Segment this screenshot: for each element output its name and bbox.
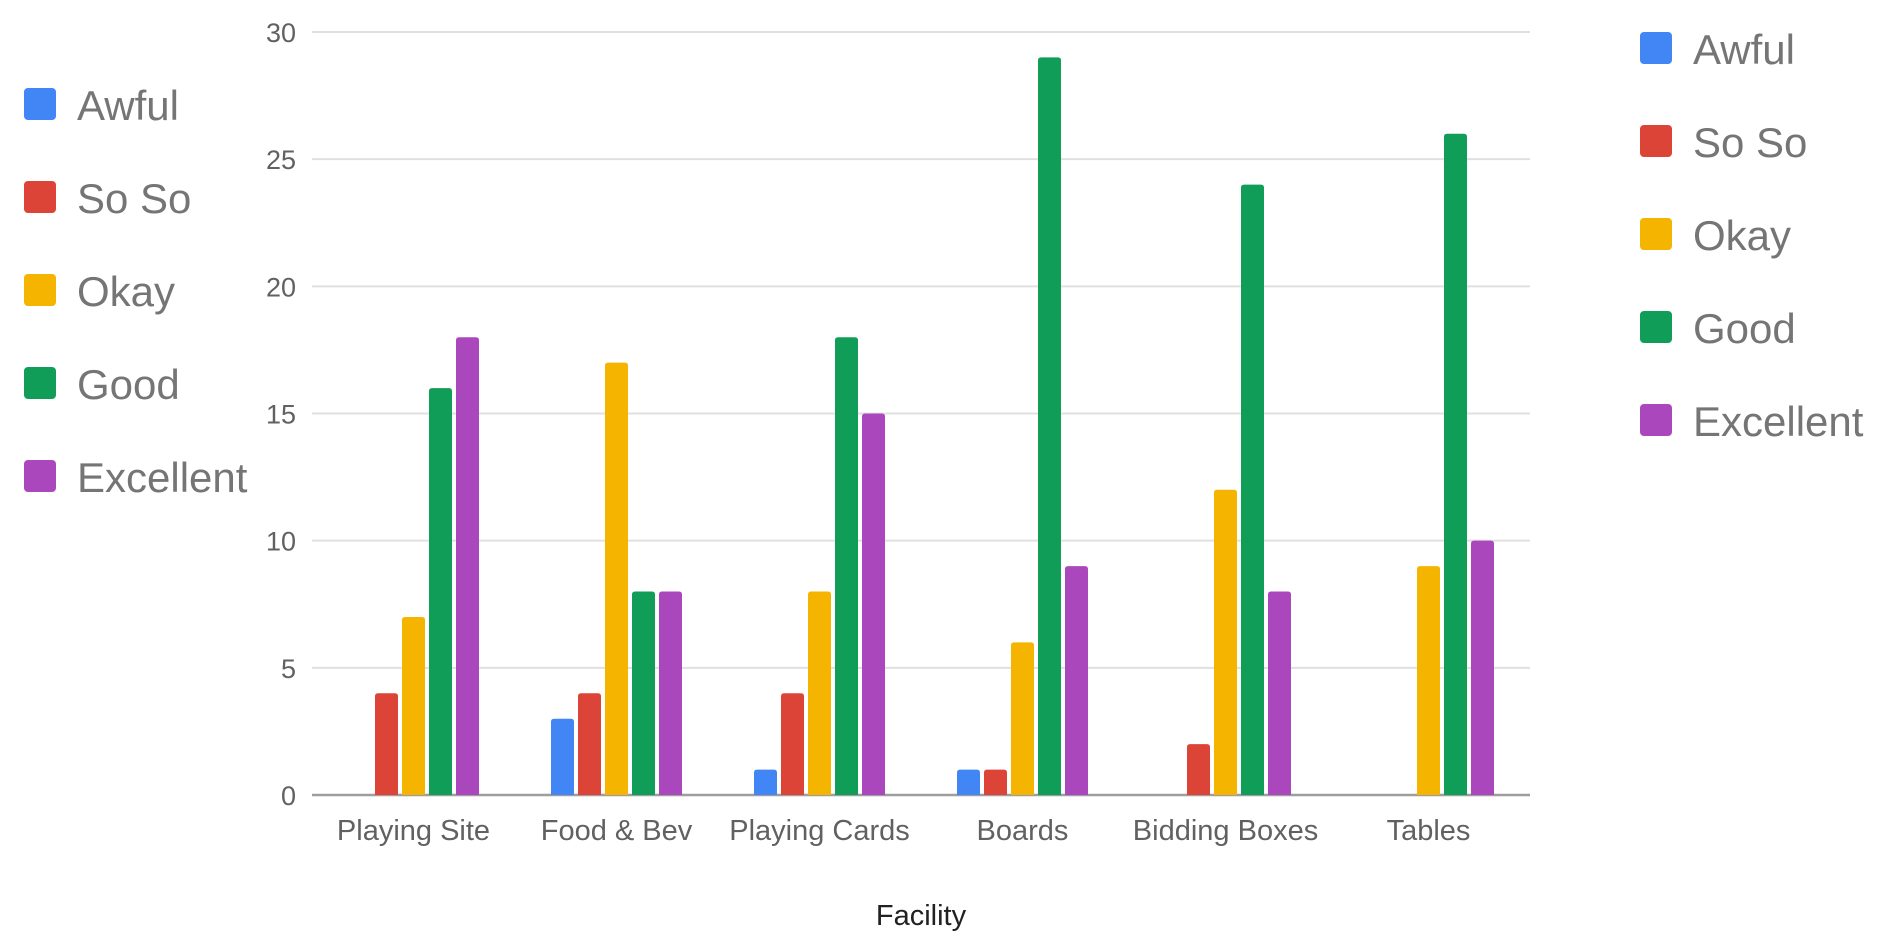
legend-item-excellent[interactable]: Excellent xyxy=(24,454,248,501)
bar-good[interactable] xyxy=(1444,133,1467,795)
x-tick-label: Playing Cards xyxy=(729,815,910,847)
legend-item-so-so[interactable]: So So xyxy=(1640,119,1807,166)
y-tick-label: 10 xyxy=(266,527,296,557)
legend-item-so-so[interactable]: So So xyxy=(24,175,191,222)
legend-item-good[interactable]: Good xyxy=(1640,305,1796,352)
legend-swatch xyxy=(24,274,56,306)
legend-swatch xyxy=(24,367,56,399)
legend-swatch xyxy=(1640,311,1672,343)
legend-label: Good xyxy=(77,361,180,408)
x-tick-label: Food & Bev xyxy=(541,815,693,847)
y-tick-label: 20 xyxy=(266,272,296,302)
bar-okay[interactable] xyxy=(605,362,628,795)
legend-swatch xyxy=(24,181,56,213)
legend-label: Okay xyxy=(77,268,175,315)
bar-excellent[interactable] xyxy=(456,337,479,795)
x-tick-label: Boards xyxy=(977,815,1069,847)
y-axis-ticks: 0 5 10 15 20 25 30 xyxy=(266,18,296,811)
bar-okay[interactable] xyxy=(1214,489,1237,795)
y-tick-label: 30 xyxy=(266,18,296,48)
gridlines xyxy=(312,31,1530,797)
bar-okay[interactable] xyxy=(808,591,831,795)
y-tick-label: 15 xyxy=(266,400,296,430)
legend-swatch xyxy=(24,88,56,120)
legend-label: Excellent xyxy=(1693,398,1864,445)
bar-so-so[interactable] xyxy=(781,693,804,795)
bar-excellent[interactable] xyxy=(1065,566,1088,795)
legend-item-excellent[interactable]: Excellent xyxy=(1640,398,1864,445)
legend-label: Good xyxy=(1693,305,1796,352)
y-tick-label: 25 xyxy=(266,145,296,175)
bar-excellent[interactable] xyxy=(659,591,682,795)
bar-good[interactable] xyxy=(429,388,452,795)
legend-label: So So xyxy=(1693,119,1807,166)
bar-good[interactable] xyxy=(1038,57,1061,795)
legend-swatch xyxy=(1640,218,1672,250)
bar-excellent[interactable] xyxy=(1268,591,1291,795)
legend-label: Awful xyxy=(1693,26,1795,73)
legend-label: Awful xyxy=(77,82,179,129)
x-tick-label: Bidding Boxes xyxy=(1133,815,1318,847)
legend-swatch xyxy=(1640,404,1672,436)
y-tick-label: 0 xyxy=(281,781,296,811)
legend-item-good[interactable]: Good xyxy=(24,361,180,408)
bar-awful[interactable] xyxy=(754,769,777,795)
legend-item-awful[interactable]: Awful xyxy=(1640,26,1795,73)
bar-so-so[interactable] xyxy=(1187,744,1210,795)
bars xyxy=(375,57,1494,796)
x-axis-title: Facility xyxy=(876,900,967,932)
y-tick-label: 5 xyxy=(281,654,296,684)
x-tick-label: Tables xyxy=(1387,815,1471,847)
bar-so-so[interactable] xyxy=(578,693,601,795)
legend-label: Excellent xyxy=(77,454,248,501)
bar-so-so[interactable] xyxy=(984,769,1007,795)
legend-label: Okay xyxy=(1693,212,1791,259)
x-axis-ticks: Playing Site Food & Bev Playing Cards Board… xyxy=(337,815,1470,847)
bar-excellent[interactable] xyxy=(862,413,885,796)
bar-good[interactable] xyxy=(835,337,858,795)
legend-label: So So xyxy=(77,175,191,222)
legend-left[interactable]: Awful So So Okay Good Excellent xyxy=(24,82,248,501)
legend-swatch xyxy=(1640,32,1672,64)
bar-excellent[interactable] xyxy=(1471,540,1494,795)
bar-good[interactable] xyxy=(632,591,655,795)
bar-okay[interactable] xyxy=(1011,642,1034,795)
bar-awful[interactable] xyxy=(551,718,574,795)
bar-good[interactable] xyxy=(1241,184,1264,796)
bar-so-so[interactable] xyxy=(375,693,398,795)
bar-okay[interactable] xyxy=(402,616,425,795)
bar-okay[interactable] xyxy=(1417,566,1440,795)
legend-swatch xyxy=(1640,125,1672,157)
legend-swatch xyxy=(24,460,56,492)
x-tick-label: Playing Site xyxy=(337,815,490,847)
legend-item-awful[interactable]: Awful xyxy=(24,82,179,129)
bar-awful[interactable] xyxy=(957,769,980,795)
legend-item-okay[interactable]: Okay xyxy=(24,268,175,315)
legend-right[interactable]: Awful So So Okay Good Excellent xyxy=(1640,26,1864,445)
legend-item-okay[interactable]: Okay xyxy=(1640,212,1791,259)
